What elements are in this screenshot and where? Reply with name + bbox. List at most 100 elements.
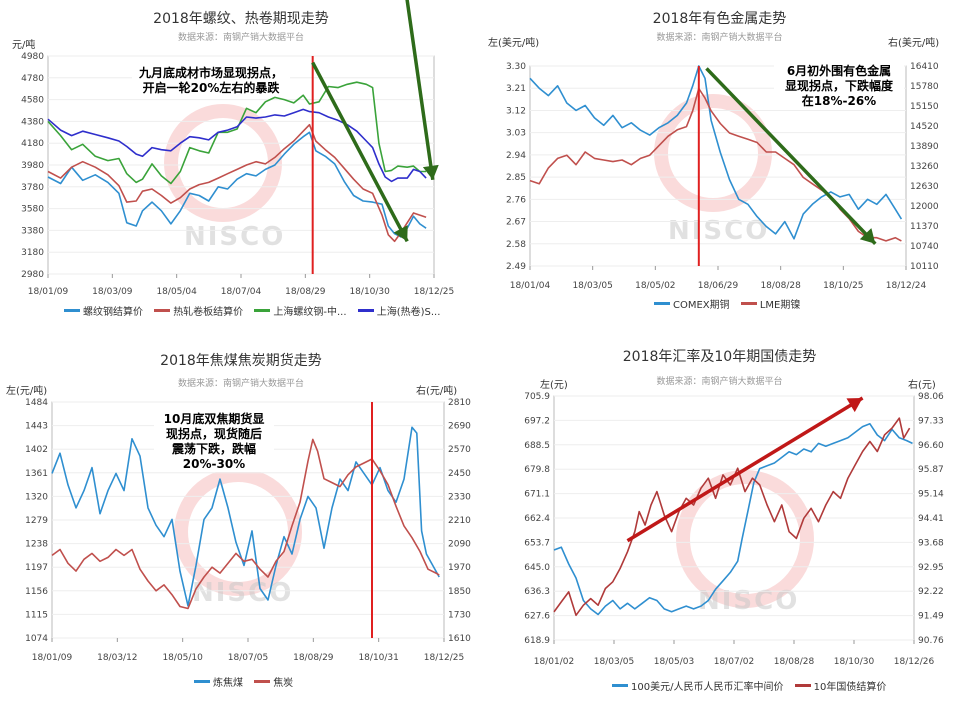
y-tick-label-right: 2450 <box>448 469 471 479</box>
y-tick-label-left: 662.4 <box>524 514 550 524</box>
annotation-line: 20%-30% <box>182 457 246 471</box>
y-tick-label-left: 3580 <box>21 205 44 215</box>
y-tick-label-right: 14520 <box>910 122 939 132</box>
series-line <box>47 131 427 238</box>
left-axis-unit: 左(美元/吨) <box>488 38 540 49</box>
left-axis-unit: 元/吨 <box>12 40 36 51</box>
legend-item: 10年国债结算价 <box>794 678 886 693</box>
legend-label: 炼焦煤 <box>213 678 243 689</box>
watermark-text: NISCO <box>192 578 294 608</box>
legend-label: 热轧卷板结算价 <box>173 307 244 318</box>
x-tick-label: 18/06/29 <box>698 281 739 291</box>
y-tick-label-left: 2.85 <box>506 173 526 183</box>
y-tick-label-right: 16410 <box>910 62 939 72</box>
x-tick-label: 18/07/05 <box>228 653 268 663</box>
annotation-line: 震荡下跌，跌幅 <box>171 442 256 456</box>
annotation-line: 显现拐点，下跌幅度 <box>784 79 893 93</box>
chart-annotation: 九月底成材市场显现拐点， 开启一轮20%左右的暴跌 <box>132 66 290 96</box>
chart-plot-area: 4980 4780 4580 4380 4180 3980 3780 3580 3380 3180… <box>21 52 454 297</box>
y-tick-label-right: 10740 <box>910 242 939 252</box>
x-tick-label: 18/01/02 <box>534 657 574 667</box>
x-tick-label: 18/08/29 <box>285 287 326 297</box>
y-tick-label-left: 705.9 <box>524 392 550 402</box>
y-tick-label-right: 1850 <box>448 587 471 597</box>
right-axis-unit: 右(美元/吨) <box>888 38 940 49</box>
y-tick-label-right: 91.49 <box>918 612 944 622</box>
y-tick-label-right: 93.68 <box>918 538 944 548</box>
y-tick-label-left: 1115 <box>25 610 48 620</box>
left-axis-unit: 左(元) <box>540 380 568 391</box>
annotation-line: 九月底成材市场显现拐点， <box>138 66 283 80</box>
annotation-line: 现拐点，现货随后 <box>165 427 262 441</box>
left-axis-unit: 左(元/吨) <box>6 386 48 397</box>
legend-item: COMEX期铜 <box>654 296 730 311</box>
x-tick-label: 18/10/30 <box>349 287 390 297</box>
y-tick-label-left: 671.1 <box>524 490 550 500</box>
trend-arrow-head <box>422 164 439 180</box>
y-tick-label-left: 688.5 <box>524 441 550 451</box>
chart-subtitle: 数据来源：南钢产销大数据平台 <box>177 33 304 43</box>
y-tick-label-right: 92.95 <box>918 563 944 573</box>
legend-label: 上海(热卷)S... <box>376 307 441 318</box>
chart-legend: 100美元/人民币人民币汇率中间价 10年国债结算价 <box>612 678 894 693</box>
x-tick-label: 18/10/25 <box>823 281 863 291</box>
series-line <box>529 65 903 240</box>
y-tick-label-left: 1074 <box>25 634 48 644</box>
chart-plot-area: 3.30 3.21 3.12 3.03 2.94 2.85 2.76 2.67 2.58 2.49… <box>506 62 939 291</box>
y-tick-label-right: 94.41 <box>918 514 944 524</box>
chart-title: 2018年螺纹、热卷期现走势 <box>153 11 329 27</box>
trend-arrow-shaft <box>405 0 435 181</box>
y-tick-label-right: 2330 <box>448 492 471 502</box>
x-tick-label: 18/03/05 <box>594 657 634 667</box>
legend-label: 螺纹钢结算价 <box>83 307 143 318</box>
y-tick-label-left: 4380 <box>21 117 44 127</box>
series-line <box>47 108 427 183</box>
trend-arrow-shaft <box>626 396 864 543</box>
chart-panel-coking: 2018年焦煤焦炭期货走势 数据来源：南钢产销大数据平台 左(元/吨) 右(元/… <box>4 0 478 698</box>
y-tick-label-left: 3.03 <box>506 129 526 139</box>
legend-label: 焦炭 <box>273 678 294 689</box>
y-tick-label-right: 13260 <box>910 162 939 172</box>
y-tick-label-left: 2.67 <box>506 218 526 228</box>
y-tick-label-left: 618.9 <box>524 636 550 646</box>
legend-item: 焦炭 <box>254 674 293 689</box>
x-tick-label: 18/07/04 <box>221 287 262 297</box>
annotation-line: 在18%-26% <box>801 94 877 108</box>
trend-arrow-shaft <box>311 61 409 243</box>
y-tick-label-left: 1484 <box>25 398 48 408</box>
y-tick-label-left: 1156 <box>25 587 48 597</box>
y-tick-label-left: 4980 <box>21 52 44 62</box>
chart-annotation: 6月初外围有色金属 显现拐点，下跌幅度 在18%-26% <box>774 64 904 109</box>
x-tick-label: 18/05/03 <box>654 657 694 667</box>
legend-label: 100美元/人民币人民币汇率中间价 <box>631 682 784 693</box>
y-tick-label-left: 3980 <box>21 161 44 171</box>
y-tick-label-right: 12000 <box>910 202 939 212</box>
chart-title: 2018年有色金属走势 <box>652 11 787 27</box>
y-tick-label-left: 4580 <box>21 96 44 106</box>
series-line <box>553 423 913 616</box>
x-tick-label: 18/01/04 <box>510 281 551 291</box>
y-tick-label-left: 3.21 <box>506 84 526 94</box>
chart-panel-nonferrous: 2018年有色金属走势 数据来源：南钢产销大数据平台 左(美元/吨) 右(美元/… <box>484 4 955 324</box>
y-tick-label-right: 2810 <box>448 398 471 408</box>
y-tick-label-left: 3180 <box>21 248 44 258</box>
trend-arrow-head <box>859 228 876 244</box>
y-tick-label-right: 1970 <box>448 563 471 573</box>
y-tick-label-right: 95.87 <box>918 465 944 475</box>
x-tick-label: 18/08/29 <box>293 653 334 663</box>
series-line <box>47 81 427 185</box>
legend-item: 100美元/人民币人民币汇率中间价 <box>612 678 783 693</box>
y-tick-label-right: 15780 <box>910 82 939 92</box>
y-tick-label-right: 10110 <box>910 262 939 272</box>
y-tick-label-right: 97.33 <box>918 416 944 426</box>
y-tick-label-left: 1197 <box>25 563 48 573</box>
x-tick-label: 18/07/02 <box>714 657 754 667</box>
x-tick-label: 18/05/04 <box>156 287 197 297</box>
y-tick-label-left: 3380 <box>21 226 44 236</box>
y-tick-label-left: 2.94 <box>506 151 526 161</box>
y-tick-label-left: 1402 <box>25 445 48 455</box>
y-tick-label-right: 2690 <box>448 422 471 432</box>
y-tick-label-left: 1279 <box>25 516 48 526</box>
y-tick-label-left: 653.7 <box>524 538 550 548</box>
x-tick-label: 18/03/05 <box>572 281 612 291</box>
